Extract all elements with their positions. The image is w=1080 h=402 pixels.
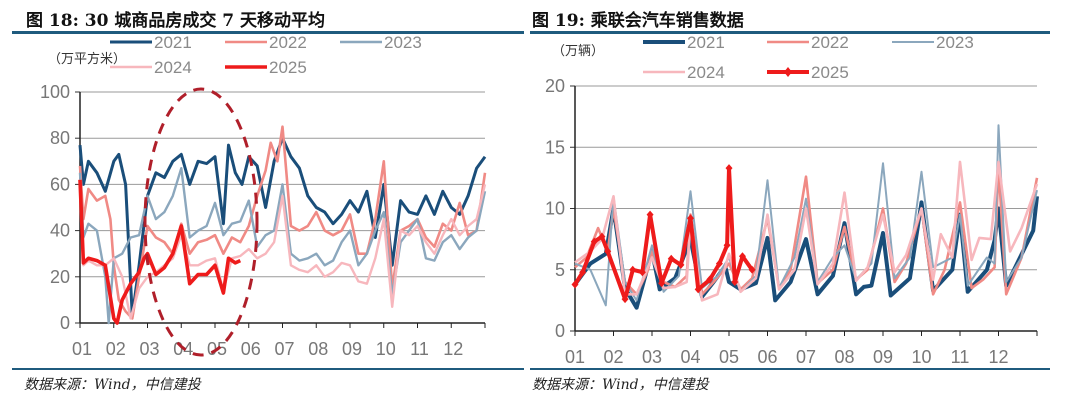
legend-label-2024: 2024 <box>154 58 192 77</box>
x-tick-label: 03 <box>642 347 662 367</box>
data-point-2025 <box>658 279 666 288</box>
y-tick-label: 100 <box>40 82 70 102</box>
series-line-2024 <box>78 179 487 320</box>
x-tick-label: 11 <box>410 339 429 359</box>
data-point-2025 <box>723 241 731 250</box>
data-point-2025 <box>667 254 675 263</box>
legend-label-2023: 2023 <box>384 33 422 52</box>
data-point-2025 <box>646 210 654 219</box>
x-tick-label: 10 <box>376 339 396 359</box>
series-line-2024 <box>574 160 1039 302</box>
series-line-2023 <box>78 167 487 325</box>
x-tick-label: 11 <box>951 347 970 367</box>
x-tick-label: 08 <box>834 347 854 367</box>
chart-title: 图 18: 30 城商品房成交 7 天移动平均 <box>26 11 326 31</box>
chart-panel-housing: 图 18: 30 城商品房成交 7 天移动平均 0 20 40 60 80 100 01 02… <box>12 11 524 393</box>
data-point-2025 <box>621 295 629 304</box>
legend-label-2022: 2022 <box>811 33 849 52</box>
source-note: 数据来源：Wind，中信建投 <box>532 377 709 393</box>
data-point-2025 <box>731 278 739 286</box>
y-tick-label: 40 <box>50 221 70 241</box>
y-tick-label: 20 <box>545 76 565 96</box>
chart-panel-auto: 图 19: 乘联会汽车销售数据 0 5 10 15 20 01 02 03 04 05 06 07 08… <box>530 0 1080 402</box>
legend-marker <box>784 67 792 77</box>
footer-rule <box>530 368 1050 370</box>
data-point-2025 <box>579 268 587 277</box>
x-tick-label: 01 <box>72 339 92 359</box>
data-point-2025 <box>725 164 733 173</box>
x-tick-label: 09 <box>873 347 893 367</box>
x-tick-label: 05 <box>719 347 739 367</box>
x-tick-label: 12 <box>443 339 463 359</box>
data-point-2025 <box>638 268 646 277</box>
x-tick-label: 06 <box>241 339 261 359</box>
data-point-2025 <box>598 232 606 241</box>
y-tick-label: 60 <box>50 174 70 194</box>
x-tick-label: 10 <box>911 347 931 367</box>
data-point-2025 <box>715 259 723 268</box>
legend-label-2021: 2021 <box>687 33 725 52</box>
data-point-2025 <box>604 247 612 256</box>
data-point-2025 <box>706 275 714 284</box>
y-tick-label: 5 <box>555 260 565 280</box>
highlight-ellipse <box>143 87 259 357</box>
data-point-2025 <box>738 252 746 261</box>
data-point-2025 <box>748 265 756 274</box>
data-point-2025 <box>694 285 702 294</box>
x-tick-label: 02 <box>106 339 126 359</box>
data-point-2025 <box>677 260 685 269</box>
legend-label-2025: 2025 <box>811 63 849 82</box>
y-tick-label: 0 <box>60 313 70 333</box>
x-tick-label: 07 <box>274 339 294 359</box>
x-tick-label: 02 <box>603 347 623 367</box>
title-rule <box>530 31 1050 34</box>
legend-label-2025: 2025 <box>269 58 307 77</box>
y-tick-label: 0 <box>555 321 565 341</box>
legend-label-2024: 2024 <box>687 63 725 82</box>
legend-label-2023: 2023 <box>936 33 974 52</box>
y-tick-label: 80 <box>50 128 70 148</box>
data-point-2025 <box>590 237 598 246</box>
title-rule <box>12 31 524 34</box>
x-tick-label: 08 <box>308 339 328 359</box>
series-line-2025 <box>78 179 242 325</box>
y-axis-label: （万平方米） <box>48 51 126 66</box>
y-tick-label: 15 <box>545 137 565 157</box>
x-tick-label: 09 <box>342 339 362 359</box>
source-note: 数据来源：Wind，中信建投 <box>24 377 201 393</box>
x-tick-label: 03 <box>139 339 159 359</box>
x-tick-label: 12 <box>988 347 1008 367</box>
x-tick-label: 07 <box>796 347 816 367</box>
data-point-2025 <box>629 265 637 274</box>
y-axis-label: （万辆） <box>552 43 604 58</box>
legend-label-2021: 2021 <box>154 33 192 52</box>
x-tick-label: 04 <box>680 347 700 367</box>
chart-title: 图 19: 乘联会汽车销售数据 <box>532 11 744 31</box>
footer-rule <box>12 368 524 370</box>
data-point-2025 <box>571 280 579 289</box>
x-tick-label: 01 <box>565 347 585 367</box>
y-tick-label: 20 <box>50 267 70 287</box>
x-tick-label: 06 <box>757 347 777 367</box>
data-point-2025 <box>687 214 694 223</box>
y-tick-label: 10 <box>545 199 565 219</box>
legend-label-2022: 2022 <box>269 33 307 52</box>
